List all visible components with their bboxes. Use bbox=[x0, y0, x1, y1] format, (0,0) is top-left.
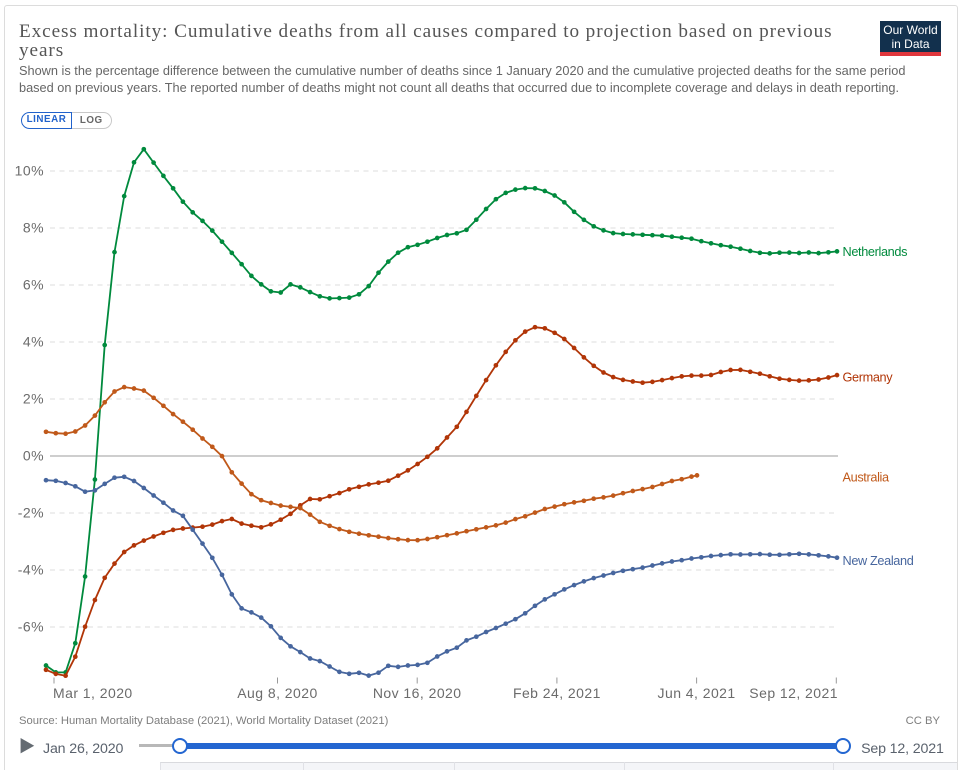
svg-text:Jun 4, 2021: Jun 4, 2021 bbox=[658, 685, 736, 701]
svg-text:6%: 6% bbox=[23, 277, 44, 293]
svg-text:-2%: -2% bbox=[18, 505, 44, 521]
svg-text:Netherlands: Netherlands bbox=[843, 245, 908, 259]
svg-text:-4%: -4% bbox=[18, 562, 44, 578]
svg-text:-6%: -6% bbox=[18, 619, 44, 635]
svg-text:Feb 24, 2021: Feb 24, 2021 bbox=[513, 685, 601, 701]
svg-text:4%: 4% bbox=[23, 334, 44, 350]
svg-text:2%: 2% bbox=[23, 391, 44, 407]
svg-text:New Zealand: New Zealand bbox=[843, 554, 914, 568]
svg-text:8%: 8% bbox=[23, 220, 44, 236]
svg-text:Mar 1, 2020: Mar 1, 2020 bbox=[53, 685, 133, 701]
svg-text:Aug 8, 2020: Aug 8, 2020 bbox=[237, 685, 317, 701]
svg-text:10%: 10% bbox=[15, 163, 44, 179]
svg-text:Sep 12, 2021: Sep 12, 2021 bbox=[749, 685, 838, 701]
svg-text:Nov 16, 2020: Nov 16, 2020 bbox=[373, 685, 462, 701]
svg-text:Germany: Germany bbox=[843, 371, 894, 385]
svg-text:Australia: Australia bbox=[843, 471, 891, 485]
svg-text:0%: 0% bbox=[23, 448, 44, 464]
